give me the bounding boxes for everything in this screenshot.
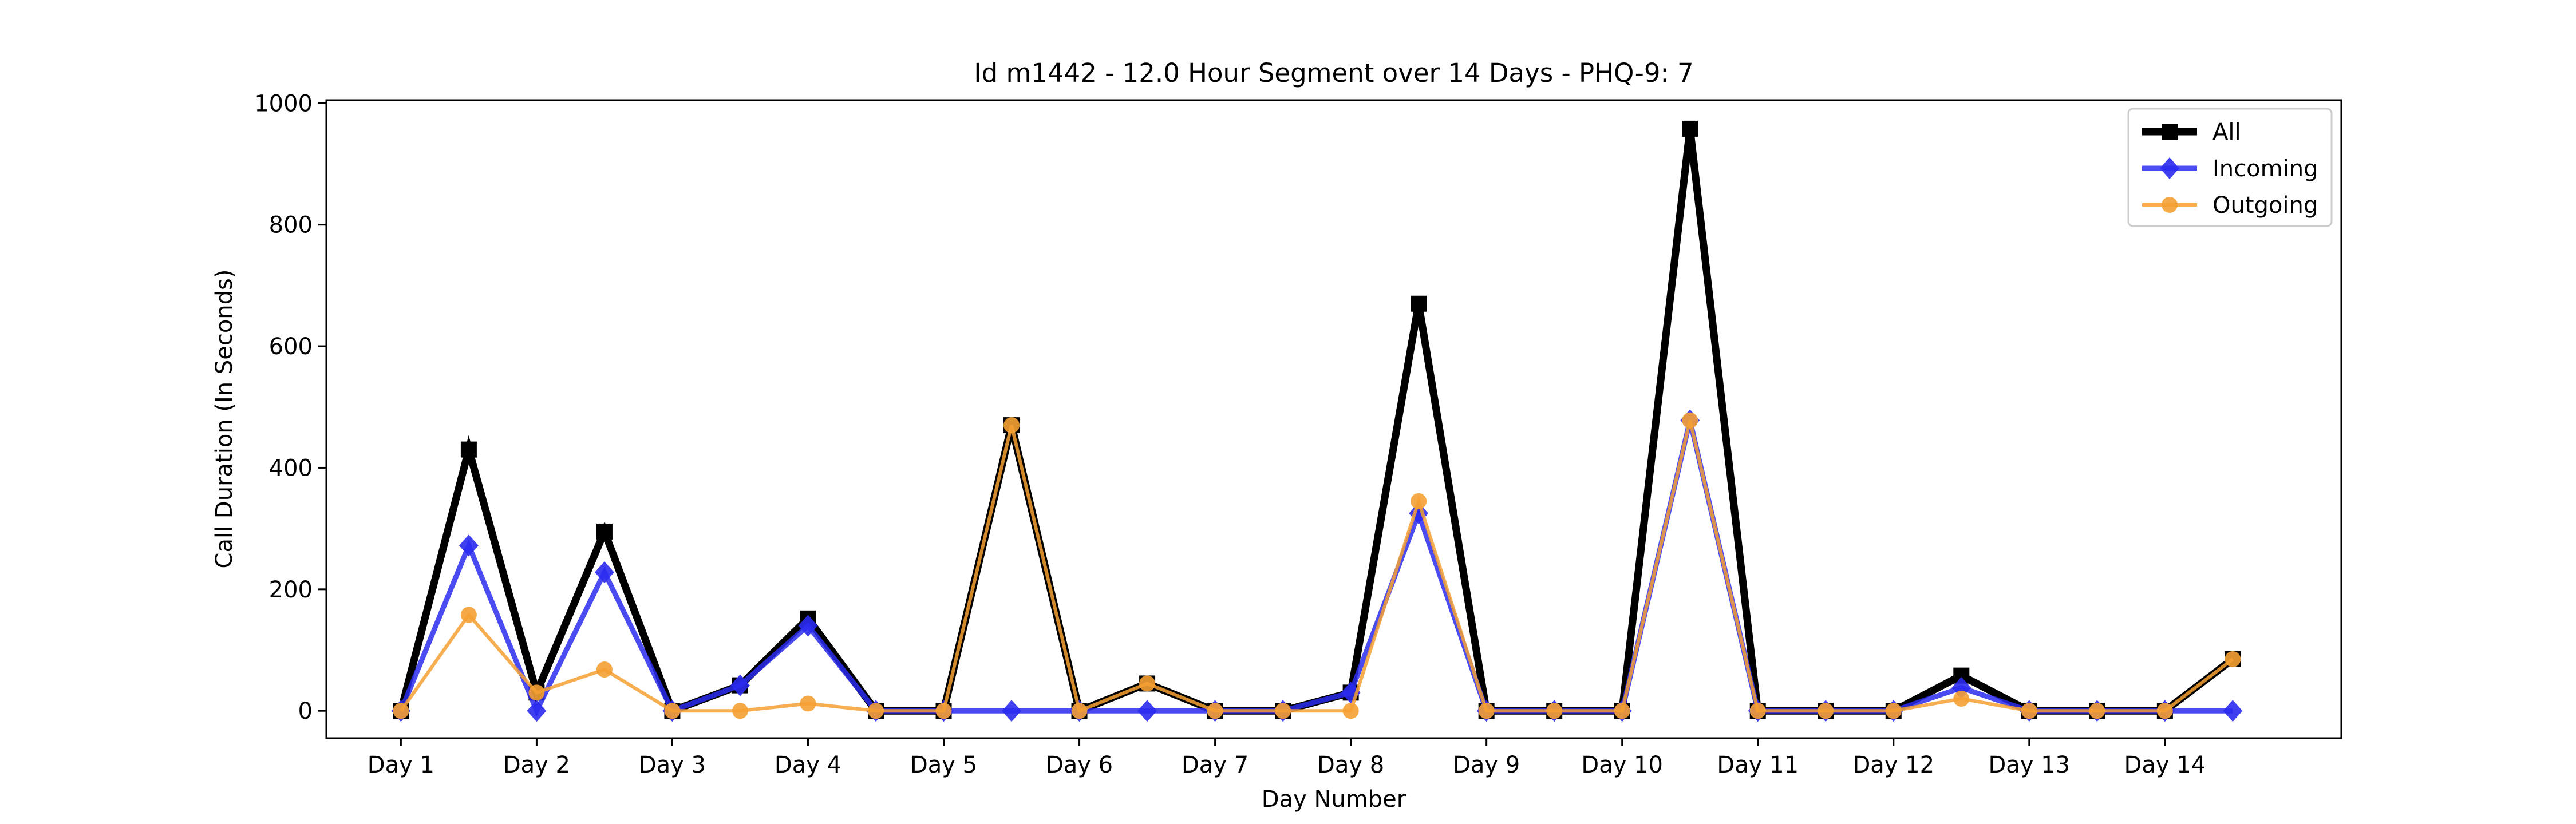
data-point: [1478, 703, 1495, 719]
x-tick-label: Day 14: [2124, 752, 2206, 778]
data-point: [528, 684, 545, 701]
data-point: [935, 703, 952, 719]
x-axis-label: Day Number: [1262, 786, 1406, 813]
x-tick-label: Day 11: [1717, 752, 1799, 778]
data-point: [798, 615, 818, 637]
series-line: [399, 419, 2234, 714]
data-point: [1682, 120, 1698, 137]
data-point: [1342, 703, 1359, 719]
data-point: [664, 703, 681, 719]
x-tick-label: Day 13: [1989, 752, 2071, 778]
data-point: [1275, 703, 1291, 719]
series-outgoing: [393, 412, 2241, 719]
y-tick-label: 0: [298, 698, 313, 724]
x-tick-label: Day 10: [1581, 752, 1663, 778]
data-point: [393, 703, 409, 719]
data-point: [1137, 700, 1157, 722]
x-tick-label: Day 5: [910, 752, 977, 778]
data-point: [460, 441, 477, 458]
y-tick-label: 1000: [254, 90, 313, 117]
legend-label: Outgoing: [2212, 192, 2318, 219]
x-tick-label: Day 9: [1453, 752, 1520, 778]
data-point: [596, 523, 613, 540]
data-point: [732, 703, 748, 719]
data-point: [1546, 703, 1563, 719]
y-tick-label: 600: [269, 334, 313, 360]
legend-label: All: [2212, 119, 2241, 145]
data-point: [527, 700, 547, 722]
plot-series: [391, 120, 2243, 722]
data-point: [596, 661, 613, 678]
data-point: [1885, 703, 1902, 719]
data-point: [1953, 690, 1970, 707]
x-tick-label: Day 1: [368, 752, 434, 778]
legend-label: Incoming: [2212, 156, 2318, 182]
data-point: [1411, 295, 1427, 312]
data-point: [460, 607, 477, 623]
data-point: [1002, 700, 1022, 722]
data-point: [1139, 675, 1156, 692]
data-point: [1207, 703, 1223, 719]
data-point: [1003, 417, 1020, 434]
legend-marker: [2162, 124, 2178, 140]
data-point: [2021, 703, 2037, 719]
x-tick-label: Day 4: [775, 752, 841, 778]
data-point: [1818, 703, 1834, 719]
y-tick-label: 200: [269, 577, 313, 603]
data-point: [1614, 703, 1630, 719]
legend-marker: [2160, 157, 2179, 179]
y-tick-label: 800: [269, 212, 313, 239]
data-point: [868, 703, 884, 719]
legend: All Incoming Outgoing: [2127, 108, 2333, 227]
data-point: [2223, 700, 2243, 722]
x-tick-label: Day 3: [639, 752, 706, 778]
data-point: [594, 561, 614, 584]
data-point: [1682, 412, 1698, 429]
chart-title: Id m1442 - 12.0 Hour Segment over 14 Day…: [974, 58, 1693, 88]
x-tick-label: Day 7: [1182, 752, 1249, 778]
data-point: [1411, 493, 1427, 509]
y-axis: 0 200 400 600 800 1000: [254, 90, 326, 724]
data-point: [800, 695, 816, 712]
data-point: [459, 534, 479, 557]
x-axis: Day 1 Day 2 Day 3 Day 4 Day 5 Day 6 Day 7 Day 8…: [368, 738, 2206, 778]
series-line: [398, 419, 2233, 718]
x-tick-label: Day 8: [1317, 752, 1384, 778]
y-axis-label: Call Duration (In Seconds): [211, 270, 238, 569]
x-tick-label: Day 2: [503, 752, 570, 778]
y-tick-label: 400: [269, 455, 313, 481]
plot-area-frame: [325, 99, 2342, 739]
x-tick-label: Day 6: [1046, 752, 1113, 778]
legend-frame: [2127, 108, 2333, 227]
x-tick-label: Day 12: [1852, 752, 1934, 778]
data-point: [2156, 703, 2173, 719]
data-point: [730, 674, 750, 696]
data-point: [2089, 703, 2105, 719]
data-point: [1749, 703, 1766, 719]
data-point: [2225, 651, 2241, 667]
legend-marker: [2162, 197, 2178, 213]
data-point: [1071, 703, 1088, 719]
